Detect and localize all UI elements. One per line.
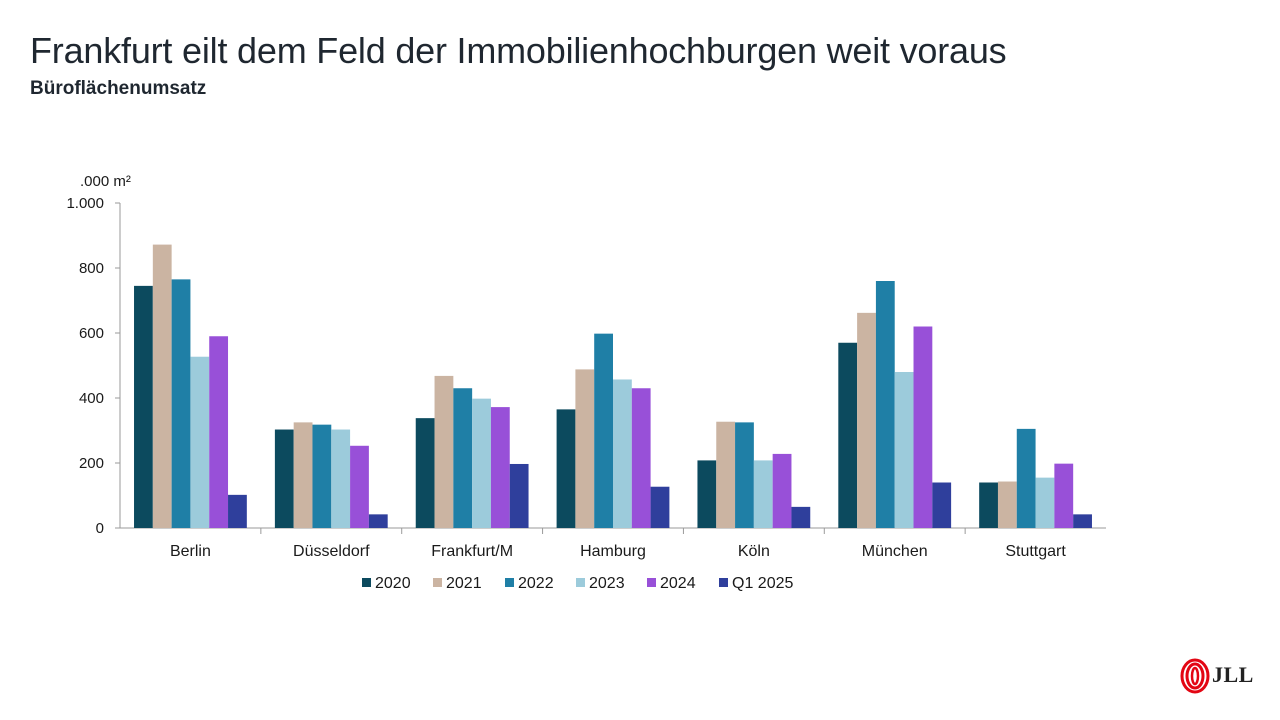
bar-münchen-2023 [894, 372, 914, 528]
bar-hamburg-2020 [556, 409, 576, 528]
bar-düsseldorf-q1-2025 [368, 514, 388, 528]
y-tick-label: 0 [96, 520, 104, 537]
bar-berlin-2022 [171, 279, 191, 528]
x-category-label: Berlin [170, 543, 211, 560]
legend-label: Q1 2025 [732, 575, 793, 592]
bar-frankfurt-m-2021 [434, 375, 454, 528]
x-category-label: Frankfurt/M [431, 543, 513, 560]
bar-köln-2021 [716, 421, 736, 528]
legend-swatch [433, 578, 442, 587]
brand-name: JLL [1212, 662, 1254, 687]
bar-frankfurt-m-q1-2025 [509, 463, 529, 528]
bar-münchen-2021 [857, 312, 876, 528]
bar-münchen-2020 [838, 342, 858, 528]
bar-münchen-2022 [875, 281, 895, 528]
legend-label: 2020 [375, 575, 411, 592]
legend-swatch [647, 578, 656, 587]
x-category-label: Düsseldorf [293, 543, 370, 560]
bar-hamburg-q1-2025 [650, 486, 670, 528]
bar-köln-2024 [772, 453, 792, 528]
bar-frankfurt-m-2022 [453, 388, 473, 528]
bar-stuttgart-2023 [1035, 477, 1055, 528]
bar-düsseldorf-2024 [350, 445, 369, 528]
x-category-label: Hamburg [580, 543, 646, 560]
bar-düsseldorf-2021 [293, 422, 313, 528]
bar-hamburg-2023 [613, 379, 632, 528]
bar-berlin-2023 [190, 356, 210, 528]
bar-köln-2020 [697, 460, 717, 528]
legend-swatch [719, 578, 728, 587]
bar-frankfurt-m-2020 [415, 418, 435, 528]
bar-stuttgart-2020 [979, 482, 998, 528]
bar-münchen-q1-2025 [932, 482, 952, 528]
legend-label: 2021 [446, 575, 482, 592]
bar-stuttgart-2022 [1016, 428, 1036, 528]
x-category-label: Stuttgart [1005, 543, 1066, 560]
bar-düsseldorf-2020 [274, 429, 294, 528]
y-tick-label: 600 [79, 325, 104, 342]
bar-berlin-2021 [152, 244, 172, 528]
bar-hamburg-2021 [575, 369, 595, 528]
legend-swatch [576, 578, 585, 587]
y-tick-label: 200 [79, 455, 104, 472]
bar-düsseldorf-2023 [331, 429, 351, 528]
y-tick-label: 1.000 [66, 195, 104, 212]
x-category-label: München [862, 543, 928, 560]
bar-stuttgart-2024 [1054, 463, 1074, 528]
y-tick-label: 400 [79, 390, 104, 407]
bar-frankfurt-m-2023 [472, 398, 491, 528]
bar-köln-q1-2025 [791, 506, 811, 528]
bar-düsseldorf-2022 [312, 424, 332, 528]
legend-label: 2022 [518, 575, 554, 592]
bar-hamburg-2022 [594, 333, 613, 528]
bar-hamburg-2024 [631, 388, 651, 528]
y-axis-unit-label: .000 m² [80, 173, 131, 190]
page-title: Frankfurt eilt dem Feld der Immobilienho… [30, 30, 1007, 71]
bar-frankfurt-m-2024 [490, 407, 510, 528]
bar-münchen-2024 [913, 326, 933, 528]
jll-flame-logo-icon [1180, 658, 1210, 694]
bar-stuttgart-q1-2025 [1073, 514, 1092, 528]
y-tick-label: 800 [79, 260, 104, 277]
bar-berlin-2020 [134, 285, 153, 528]
bar-berlin-q1-2025 [228, 494, 247, 528]
bar-köln-2023 [753, 460, 773, 528]
bar-stuttgart-2021 [997, 481, 1017, 528]
legend-label: 2024 [660, 575, 696, 592]
legend-swatch [505, 578, 514, 587]
legend-swatch [362, 578, 371, 587]
x-category-label: Köln [738, 543, 770, 560]
legend-label: 2023 [589, 575, 625, 592]
bar-berlin-2024 [209, 336, 229, 528]
page-subtitle: Büroflächenumsatz [30, 78, 207, 99]
bar-köln-2022 [735, 422, 754, 528]
